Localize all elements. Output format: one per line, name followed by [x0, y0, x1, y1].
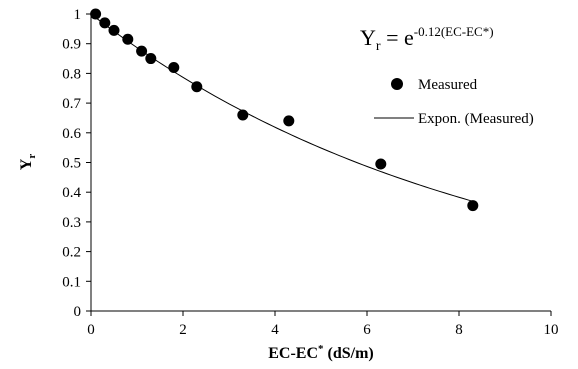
legend: Measured Expon. (Measured): [374, 77, 534, 127]
data-point: [467, 200, 479, 212]
y-ticks: 0 0.1 0.2 0.3 0.4 0.5 0.6 0.7 0.8 0.9 1: [62, 7, 91, 320]
x-axis-title-unit: (dS/m): [324, 345, 374, 362]
y-tick-label: 0.6: [62, 126, 81, 142]
x-axis-title-main: EC-EC: [268, 345, 318, 362]
data-point: [237, 109, 249, 121]
x-tick-label: 8: [455, 322, 463, 338]
data-point: [145, 53, 157, 65]
y-axis-title: Yr: [18, 154, 38, 171]
x-axis-title-sup: *: [318, 343, 324, 355]
legend-label-expon: Expon. (Measured): [418, 111, 534, 127]
y-tick-label: 0.8: [62, 66, 81, 82]
x-tick-label: 6: [363, 322, 371, 338]
data-point: [375, 158, 387, 170]
x-tick-label: 4: [271, 322, 279, 338]
y-tick-label: 0.2: [62, 245, 81, 261]
y-tick-label: 1: [74, 7, 82, 23]
expon-fit-line: [90, 13, 473, 202]
eq-sup: -0.12(EC-EC*): [414, 24, 494, 39]
legend-marker-measured: [391, 78, 403, 90]
data-point: [99, 17, 111, 29]
data-point: [168, 61, 180, 73]
legend-label-measured: Measured: [418, 77, 478, 93]
eq-eq: = e: [381, 25, 414, 50]
data-point: [122, 33, 134, 45]
y-tick-label: 0.4: [62, 185, 81, 201]
measured-points: [90, 8, 479, 212]
x-tick-label: 10: [544, 322, 559, 338]
data-point: [191, 81, 203, 93]
x-tick-label: 2: [179, 322, 187, 338]
y-tick-label: 0.1: [62, 274, 81, 290]
y-tick-label: 0.9: [62, 37, 81, 53]
y-tick-label: 0.7: [62, 96, 81, 112]
data-point: [90, 8, 102, 20]
x-axis-title: EC-EC* (dS/m): [268, 343, 374, 362]
y-tick-label: 0: [74, 304, 82, 320]
data-point: [283, 115, 295, 127]
data-point: [136, 45, 148, 57]
y-axis-title-main: Y: [18, 158, 35, 170]
axes: [90, 14, 551, 312]
x-tick-label: 0: [87, 322, 95, 338]
y-tick-label: 0.5: [62, 156, 81, 172]
data-point: [108, 24, 120, 36]
y-tick-label: 0.3: [62, 215, 81, 231]
equation-annotation: Yr = e-0.12(EC-EC*): [360, 24, 494, 54]
x-ticks: 0 2 4 6 8 10: [87, 311, 559, 338]
y-axis-title-sub: r: [26, 154, 38, 159]
eq-sub: r: [376, 39, 381, 54]
eq-y: Y: [360, 25, 376, 50]
